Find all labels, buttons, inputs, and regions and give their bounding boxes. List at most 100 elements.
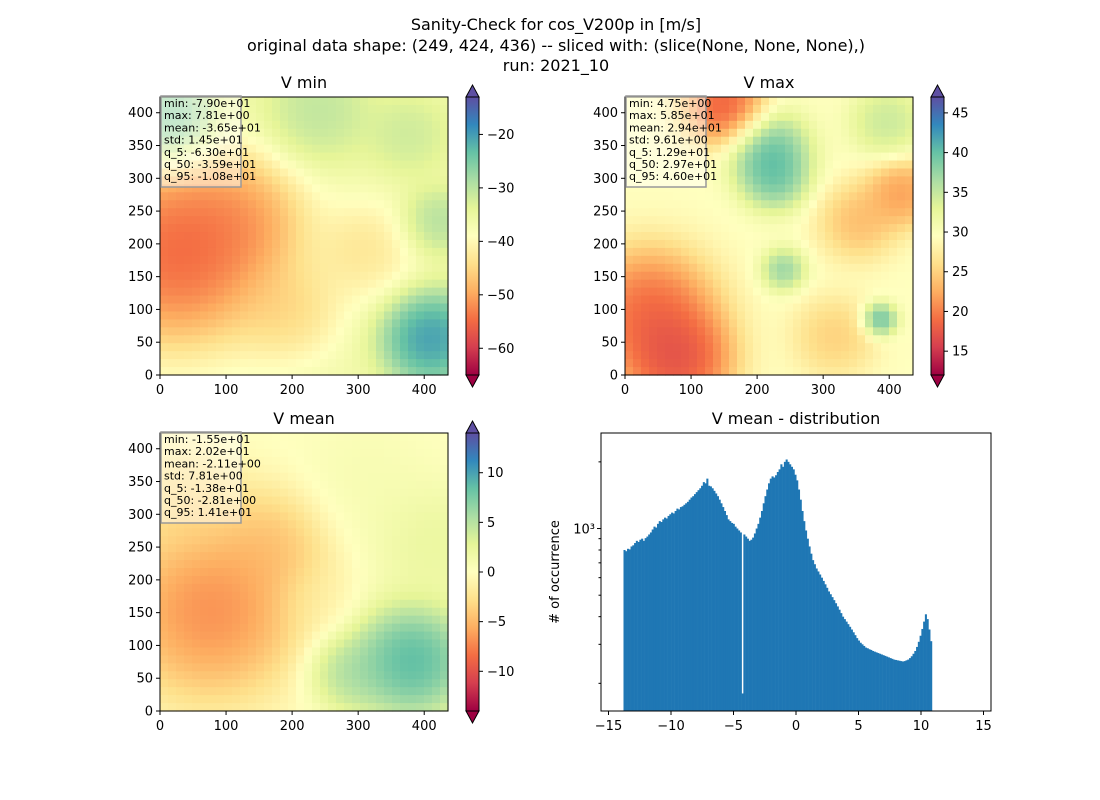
heatmap-cell xyxy=(256,232,265,241)
heatmap-cell xyxy=(833,263,842,273)
heatmap-cell xyxy=(681,279,690,289)
heatmap-cell xyxy=(264,583,273,593)
heatmap-cell xyxy=(232,647,241,656)
heatmap-cell xyxy=(176,232,185,241)
heatmap-cell xyxy=(352,488,361,498)
heatmap-cell xyxy=(825,335,834,344)
heatmap-cell xyxy=(408,695,417,704)
heatmap-cell xyxy=(721,168,730,178)
heatmap-cell xyxy=(873,192,882,201)
heatmap-cell xyxy=(368,136,377,146)
heatmap-cell xyxy=(737,192,746,201)
heatmap-cell xyxy=(200,97,209,106)
heatmap-cell xyxy=(400,599,409,609)
heatmap-cell xyxy=(320,112,329,122)
heatmap-cell xyxy=(272,575,281,585)
heatmap-cell xyxy=(761,224,770,233)
heatmap-cell xyxy=(312,512,321,521)
heatmap-cell xyxy=(200,287,209,297)
heatmap-cell xyxy=(360,655,369,664)
panel-title: V mean - distribution xyxy=(712,409,881,428)
colorbar-frame xyxy=(930,96,945,376)
heatmap-cell xyxy=(849,120,858,130)
heatmap-cell xyxy=(200,607,209,617)
heatmap-cell xyxy=(697,200,706,209)
heatmap-cell xyxy=(376,136,385,146)
heatmap-cell xyxy=(200,440,209,450)
heatmap-cell xyxy=(192,575,201,585)
heatmap-cell xyxy=(224,351,233,360)
heatmap-cell xyxy=(424,599,433,609)
histogram-bar xyxy=(926,619,929,711)
heatmap-cell xyxy=(272,536,281,545)
histogram-bar xyxy=(630,546,633,711)
heatmap-cell xyxy=(625,279,634,289)
heatmap-cell xyxy=(240,343,249,352)
heatmap-cell xyxy=(224,224,233,233)
heatmap-cell xyxy=(873,287,882,297)
heatmap-cell xyxy=(352,279,361,289)
heatmap-cell xyxy=(897,152,906,162)
histogram-bar xyxy=(743,534,746,711)
heatmap-cell xyxy=(881,303,890,313)
heatmap-cell xyxy=(200,319,209,328)
heatmap-cell xyxy=(809,152,818,162)
heatmap-cell xyxy=(256,464,265,474)
heatmap-cell xyxy=(176,176,185,185)
heatmap-cell xyxy=(368,351,377,360)
heatmap-cell xyxy=(280,295,289,305)
heatmap-cell xyxy=(440,295,449,305)
heatmap-cell xyxy=(681,104,690,114)
heatmap-cell xyxy=(657,112,666,122)
heatmap-cell xyxy=(400,104,409,114)
heatmap-cell xyxy=(264,136,273,146)
heatmap-cell xyxy=(240,168,249,178)
heatmap-cell xyxy=(216,279,225,289)
heatmap-cell xyxy=(737,144,746,154)
heatmap-cell xyxy=(208,639,217,649)
heatmap-cell xyxy=(256,216,265,225)
heatmap-cell xyxy=(785,239,794,249)
heatmap-cell xyxy=(665,351,674,360)
heatmap-cell xyxy=(392,311,401,320)
histogram-bar xyxy=(887,657,890,711)
heatmap-cell xyxy=(296,239,305,249)
heatmap-cell xyxy=(264,216,273,225)
heatmap-cell xyxy=(384,295,393,305)
heatmap-cell xyxy=(184,128,193,138)
heatmap-cell xyxy=(424,671,433,680)
heatmap-cell xyxy=(673,271,682,281)
heatmap-cell xyxy=(360,679,369,688)
heatmap-cell xyxy=(745,224,754,233)
heatmap-cell xyxy=(809,168,818,178)
heatmap-cell xyxy=(881,136,890,146)
heatmap-cell xyxy=(248,520,257,529)
heatmap-cell xyxy=(793,232,802,241)
heatmap-cell xyxy=(176,623,185,633)
panel-title: V min xyxy=(281,73,327,92)
heatmap-cell xyxy=(689,271,698,281)
heatmap-cell xyxy=(200,544,209,553)
heatmap-cell xyxy=(208,583,217,593)
heatmap-cell xyxy=(737,160,746,170)
heatmap-cell xyxy=(793,311,802,320)
heatmap-cell xyxy=(825,97,834,106)
heatmap-cell xyxy=(737,112,746,122)
heatmap-cell xyxy=(777,176,786,185)
heatmap-cell xyxy=(424,552,433,561)
histogram-bar xyxy=(801,511,804,711)
heatmap-cell xyxy=(312,448,321,458)
heatmap-cell xyxy=(689,359,698,368)
heatmap-cell xyxy=(376,120,385,130)
heatmap-cell xyxy=(232,128,241,138)
heatmap-cell xyxy=(304,343,313,352)
heatmap-cell xyxy=(673,128,682,138)
heatmap-cell xyxy=(400,184,409,193)
histogram-bar xyxy=(783,461,786,711)
heatmap-cell xyxy=(336,176,345,185)
heatmap-cell xyxy=(665,295,674,305)
heatmap-cell xyxy=(304,536,313,545)
heatmap-cell xyxy=(905,104,914,114)
heatmap-cell xyxy=(745,232,754,241)
heatmap-cell xyxy=(376,560,385,569)
